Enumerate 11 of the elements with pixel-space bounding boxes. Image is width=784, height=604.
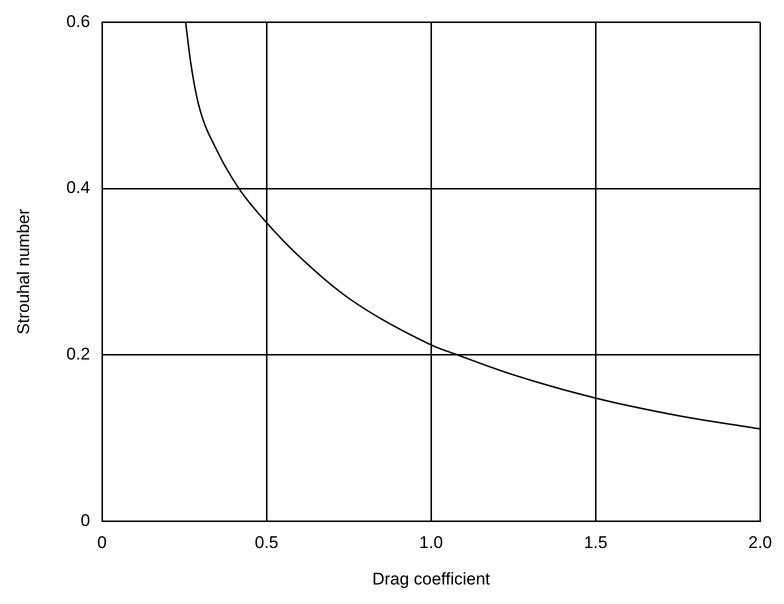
y-tick-label: 0.2: [66, 344, 90, 364]
y-axis-title: Strouhal number: [14, 208, 33, 335]
x-tick-label: 0: [97, 533, 107, 552]
x-tick-label: 2.0: [748, 533, 772, 552]
x-axis-title: Drag coefficient: [372, 569, 490, 588]
y-tick-label: 0: [80, 510, 90, 530]
x-tick-label: 1.5: [584, 533, 608, 552]
x-tick-label: 0.5: [254, 533, 278, 552]
y-tick-label: 0.6: [66, 12, 90, 31]
x-tick-label: 1.0: [419, 533, 443, 552]
y-tick-label: 0.4: [66, 178, 90, 198]
